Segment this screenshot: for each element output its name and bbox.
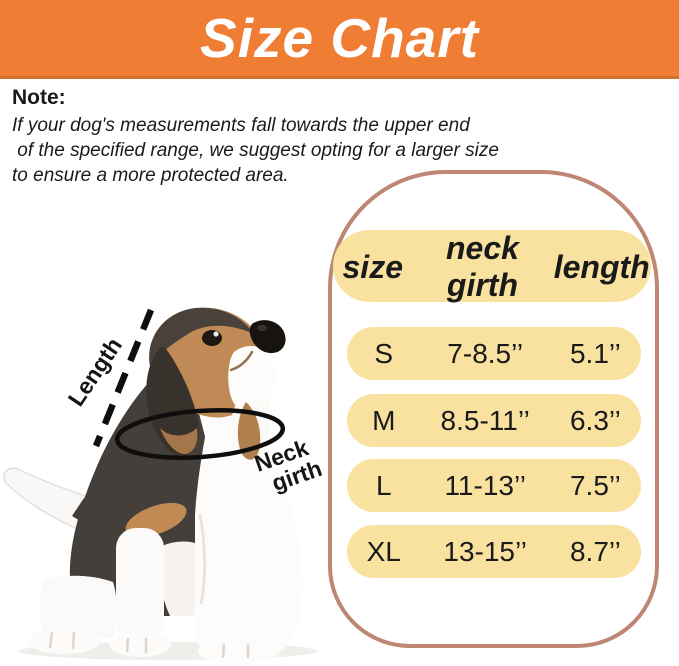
table-row: L 11-13’’ 7.5’’ xyxy=(347,459,641,512)
header-cell-size: size xyxy=(342,248,403,285)
table-row: XL 13-15’’ 8.7’’ xyxy=(347,525,641,578)
dog-ear-near xyxy=(146,346,199,456)
length-dashed-line xyxy=(92,308,155,448)
cell-neck-girth: 7-8.5’’ xyxy=(447,337,524,369)
size-table-panel xyxy=(328,170,659,648)
cell-size: M xyxy=(372,404,396,436)
dog-ear-far xyxy=(237,402,261,460)
note-text-line: to ensure a more protected area. xyxy=(12,165,289,186)
cell-length: 7.5’’ xyxy=(569,469,621,501)
note-text-line: of the specified range, we suggest optin… xyxy=(12,140,499,161)
cell-length: 8.7’’ xyxy=(569,535,621,567)
table-header-pill: size neck girth length xyxy=(333,230,651,303)
cell-size: XL xyxy=(366,535,401,567)
dog-legs xyxy=(28,392,303,664)
cell-size: S xyxy=(374,337,394,369)
dog-muzzle xyxy=(228,346,275,411)
cell-neck-girth: 13-15’’ xyxy=(443,535,527,567)
dog-crown xyxy=(149,307,254,366)
page-title: Size Chart xyxy=(200,7,479,69)
note-text-line: If your dog's measurements fall towards … xyxy=(12,115,470,136)
neck-girth-ellipse xyxy=(114,408,286,460)
dog-eye xyxy=(202,330,222,346)
note-text: If your dog's measurements fall towards … xyxy=(12,113,499,188)
dog-belly xyxy=(159,541,202,616)
title-banner: Size Chart xyxy=(0,0,679,79)
cell-size: L xyxy=(375,469,392,501)
table-row: S 7-8.5’’ 5.1’’ xyxy=(347,327,641,380)
cell-length: 6.3’’ xyxy=(569,404,621,436)
dog-photo: Length Neck girth xyxy=(3,307,325,664)
table-row: M 8.5-11’’ 6.3’’ xyxy=(347,394,641,447)
header-cell-neck-girth: neck girth xyxy=(445,230,519,303)
cell-length: 5.1’’ xyxy=(569,337,621,369)
cell-neck-girth: 8.5-11’’ xyxy=(440,404,530,436)
cell-neck-girth: 11-13’’ xyxy=(444,469,526,501)
header-cell-length: length xyxy=(553,248,650,285)
note-label: Note: xyxy=(12,86,66,109)
length-label: Length xyxy=(63,333,127,411)
